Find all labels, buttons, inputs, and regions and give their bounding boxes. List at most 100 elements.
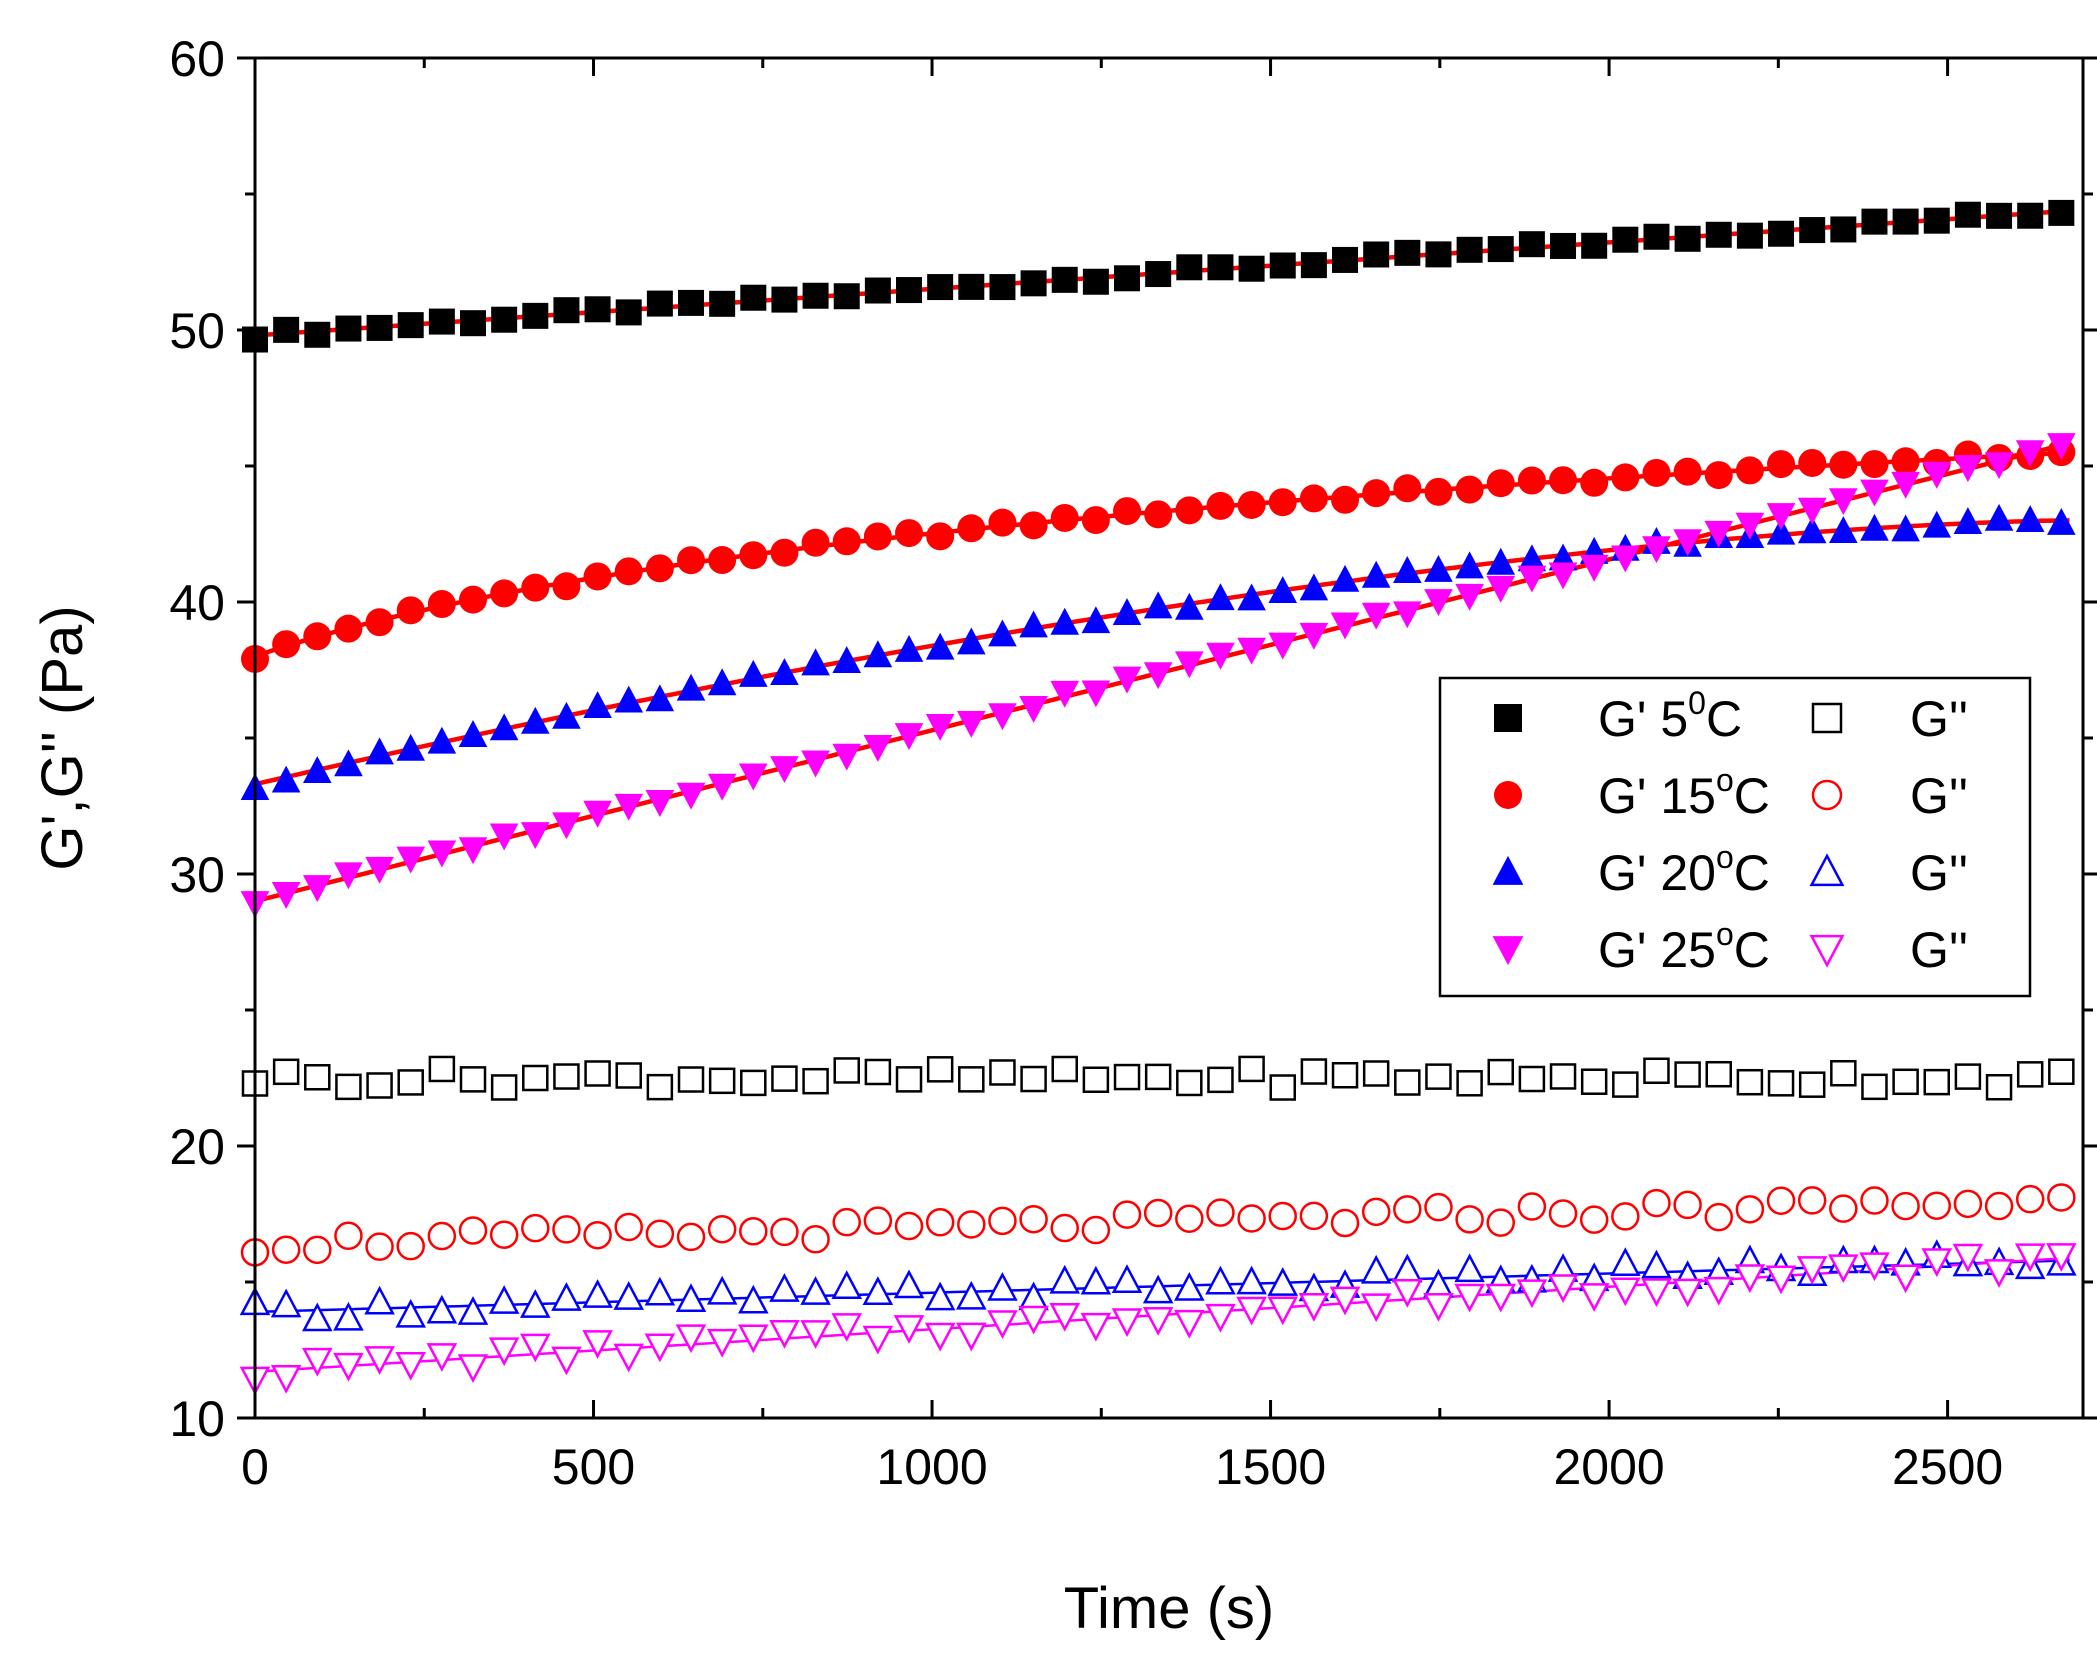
data-point xyxy=(2047,433,2076,460)
data-point xyxy=(427,726,457,754)
x-tick-label: 2000 xyxy=(1553,1439,1664,1495)
data-point xyxy=(615,1062,642,1089)
data-point xyxy=(1734,1264,1766,1294)
data-point xyxy=(1206,642,1235,670)
data-point xyxy=(1798,1071,1826,1098)
data-point xyxy=(271,882,301,909)
data-point xyxy=(1112,1200,1142,1229)
data-markers xyxy=(239,199,2077,1396)
data-point xyxy=(927,274,954,301)
data-point xyxy=(676,673,706,701)
data-point xyxy=(1267,1267,1299,1296)
y-tick-label: 60 xyxy=(169,31,225,87)
data-point xyxy=(895,1066,923,1093)
data-point xyxy=(957,627,986,655)
data-point xyxy=(1424,477,1453,506)
data-point xyxy=(771,1065,798,1092)
data-point xyxy=(334,862,363,890)
data-point xyxy=(1425,241,1452,268)
data-point xyxy=(863,734,893,762)
data-point xyxy=(1891,447,1920,476)
data-point xyxy=(769,1273,800,1302)
data-point xyxy=(1517,1192,1547,1221)
data-point xyxy=(1237,583,1266,611)
data-point xyxy=(1268,576,1298,604)
data-point xyxy=(1363,241,1390,268)
data-point xyxy=(1517,466,1546,495)
data-point xyxy=(1298,1293,1330,1322)
data-point xyxy=(1331,485,1360,514)
data-point xyxy=(800,1320,831,1349)
data-point xyxy=(675,1283,707,1312)
data-point xyxy=(1018,1305,1049,1335)
data-point xyxy=(1581,232,1608,259)
data-point xyxy=(551,1346,582,1376)
data-point xyxy=(802,282,829,309)
data-point xyxy=(645,1219,675,1249)
data-point xyxy=(1892,208,1919,235)
data-point xyxy=(1143,662,1173,690)
data-point xyxy=(1642,458,1671,487)
data-point xyxy=(271,765,301,793)
data-point xyxy=(457,1296,489,1325)
data-point xyxy=(740,284,767,311)
data-point xyxy=(1207,254,1234,281)
data-point xyxy=(740,1069,767,1097)
data-point xyxy=(708,546,737,575)
data-point xyxy=(1205,1303,1236,1333)
data-point xyxy=(988,619,1017,647)
data-point xyxy=(582,1330,613,1359)
data-point xyxy=(426,1294,458,1324)
data-point xyxy=(1767,1070,1795,1097)
data-point xyxy=(1954,201,1981,228)
data-point xyxy=(1455,583,1484,611)
data-point xyxy=(646,290,673,317)
data-point xyxy=(1019,696,1048,723)
data-point xyxy=(1641,1278,1672,1308)
data-point xyxy=(2016,1061,2044,1088)
legend-marker xyxy=(1494,781,1522,809)
data-point xyxy=(1642,1188,1671,1218)
data-point xyxy=(458,720,488,747)
data-point xyxy=(1050,607,1080,635)
data-point xyxy=(1144,1063,1172,1091)
data-point xyxy=(396,1231,425,1261)
data-point xyxy=(2014,1243,2046,1273)
data-point xyxy=(1237,637,1266,665)
x-axis-title: Time (s) xyxy=(1064,1576,1274,1641)
data-point xyxy=(738,659,768,687)
data-point xyxy=(926,1056,954,1083)
data-point xyxy=(2015,440,2045,468)
data-point xyxy=(1549,466,1578,495)
data-point xyxy=(677,1066,705,1093)
data-point xyxy=(584,296,611,323)
data-point xyxy=(366,314,393,341)
data-point xyxy=(988,1206,1017,1236)
data-point xyxy=(1799,217,1826,244)
data-point xyxy=(1892,1068,1919,1096)
data-point xyxy=(489,1220,519,1249)
data-point xyxy=(1580,468,1609,497)
data-point xyxy=(1176,254,1203,281)
data-point xyxy=(364,1285,395,1315)
data-point xyxy=(1547,1274,1579,1303)
data-point xyxy=(1206,491,1235,520)
data-point xyxy=(1392,1278,1423,1308)
data-point xyxy=(801,750,830,778)
data-point xyxy=(1578,1283,1610,1312)
data-point xyxy=(894,1211,924,1241)
data-point xyxy=(1643,1057,1670,1085)
legend-label: G'' xyxy=(1910,845,1968,901)
data-point xyxy=(1642,536,1671,564)
data-point xyxy=(1922,1191,1952,1220)
data-point xyxy=(989,1059,1016,1086)
data-point xyxy=(738,1284,769,1314)
legend-label: G'' xyxy=(1910,922,1968,978)
data-point xyxy=(1767,450,1796,479)
data-point xyxy=(1983,1259,2015,1288)
data-point xyxy=(1798,448,1827,477)
data-point xyxy=(1331,1061,1359,1089)
data-point xyxy=(333,1301,364,1331)
data-point xyxy=(894,723,924,751)
data-point xyxy=(396,733,426,761)
